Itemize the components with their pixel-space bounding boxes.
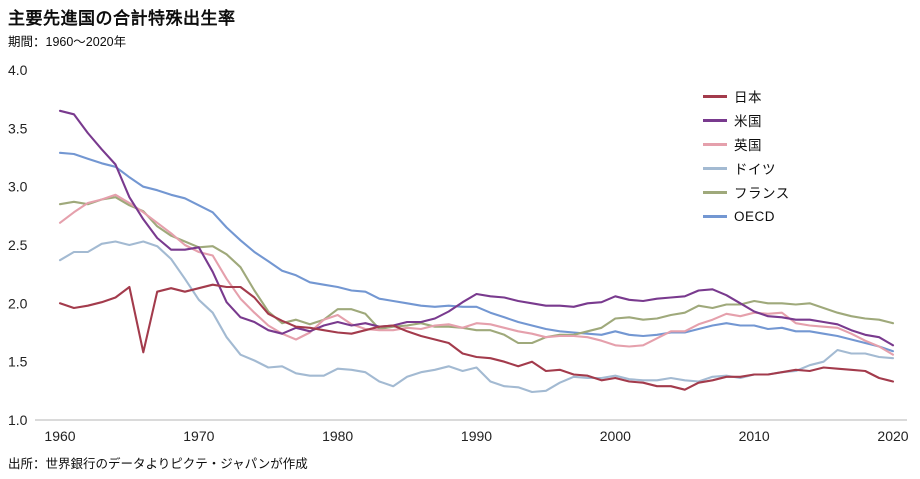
x-axis-tick-label: 2010 <box>739 428 770 444</box>
legend-swatch-france <box>703 190 727 194</box>
y-axis-tick-label: 1.5 <box>8 354 28 370</box>
x-axis-tick-label: 1990 <box>461 428 492 444</box>
chart-period-label: 期間：1960〜2020年 <box>8 35 127 49</box>
legend-swatch-germany <box>703 166 727 170</box>
legend-swatch-oecd <box>703 214 727 218</box>
source-note: 出所：世界銀行のデータよりピクテ・ジャパンが作成 <box>8 457 308 471</box>
fertility-line-chart: 1.0 1.5 2.0 2.5 3.0 3.5 4.0 1960 1970 1980 1990 200… <box>8 62 909 444</box>
legend-label-usa: 米国 <box>734 114 762 129</box>
x-axis-tick-label: 2020 <box>877 428 908 444</box>
chart-title: 主要先進国の合計特殊出生率 <box>8 9 236 28</box>
y-axis-tick-label: 3.0 <box>8 179 28 195</box>
chart-legend: 日本米国英国ドイツフランス OECD <box>703 88 790 224</box>
y-axis-tick-label: 4.0 <box>8 62 28 78</box>
x-axis-tick-label: 1980 <box>322 428 353 444</box>
legend-label-uk: 英国 <box>734 138 762 153</box>
series-line-japan <box>58 283 895 391</box>
legend-swatch-japan <box>703 94 727 98</box>
legend-label-france: フランス <box>734 186 790 201</box>
legend-swatch-usa <box>703 118 727 122</box>
legend-label-japan: 日本 <box>734 90 762 105</box>
y-axis-tick-label: 3.5 <box>8 120 28 136</box>
legend-item-germany: ドイツ <box>703 160 790 177</box>
x-axis-tick-label: 1960 <box>44 428 75 444</box>
y-axis-tick-label: 2.5 <box>8 237 28 253</box>
series-line-oecd <box>58 151 895 353</box>
series-line-uk <box>58 193 895 356</box>
x-axis-tick-label: 2000 <box>600 428 631 444</box>
legend-label-oecd: OECD <box>734 208 776 224</box>
x-axis-tick-label: 1970 <box>183 428 214 444</box>
legend-swatch-uk <box>703 142 727 146</box>
y-axis-tick-label: 2.0 <box>8 295 28 311</box>
legend-item-japan: 日本 <box>703 88 790 105</box>
legend-item-france: フランス <box>703 184 790 201</box>
legend-item-oecd: OECD <box>703 208 790 224</box>
legend-item-usa: 米国 <box>703 112 790 129</box>
y-axis-tick-label: 1.0 <box>8 412 28 428</box>
legend-item-uk: 英国 <box>703 136 790 153</box>
legend-label-germany: ドイツ <box>734 162 776 177</box>
series-line-usa <box>58 109 895 347</box>
